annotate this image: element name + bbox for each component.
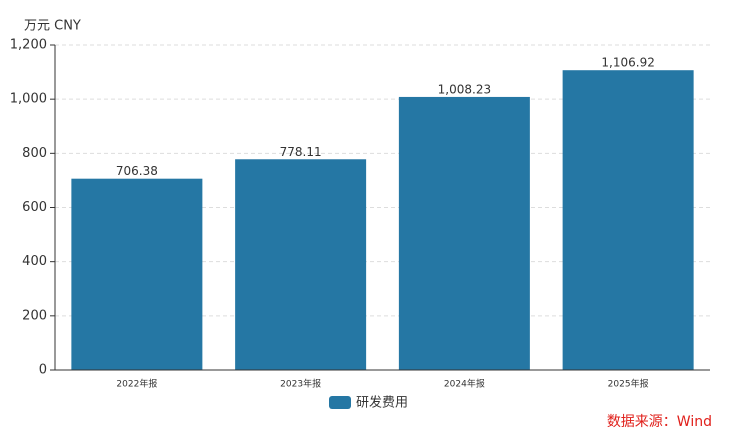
legend-swatch — [329, 396, 351, 409]
x-tick-label: 2024年报 — [444, 378, 485, 390]
value-label: 1,008.23 — [438, 82, 491, 96]
bar — [562, 70, 694, 370]
bar — [398, 96, 530, 370]
y-tick-label: 400 — [22, 254, 47, 269]
value-label: 1,106.92 — [601, 56, 654, 70]
y-axis-label: 万元 CNY — [24, 19, 81, 34]
bar — [235, 159, 367, 370]
y-tick-label: 0 — [39, 363, 47, 378]
x-tick-label: 2025年报 — [608, 378, 649, 390]
x-tick-label: 2022年报 — [116, 378, 157, 390]
source: 数据来源：Wind — [607, 414, 712, 430]
y-tick-label: 1,000 — [10, 92, 47, 107]
y-tick-label: 800 — [22, 146, 47, 161]
value-label: 706.38 — [116, 164, 158, 178]
y-tick-label: 600 — [22, 200, 47, 215]
y-tick-label: 1,200 — [10, 38, 47, 53]
value-label: 778.11 — [280, 145, 322, 159]
legend-label: 研发费用 — [356, 395, 408, 411]
y-tick-label: 200 — [22, 308, 47, 323]
x-tick-label: 2023年报 — [280, 378, 321, 390]
bar — [71, 178, 203, 370]
